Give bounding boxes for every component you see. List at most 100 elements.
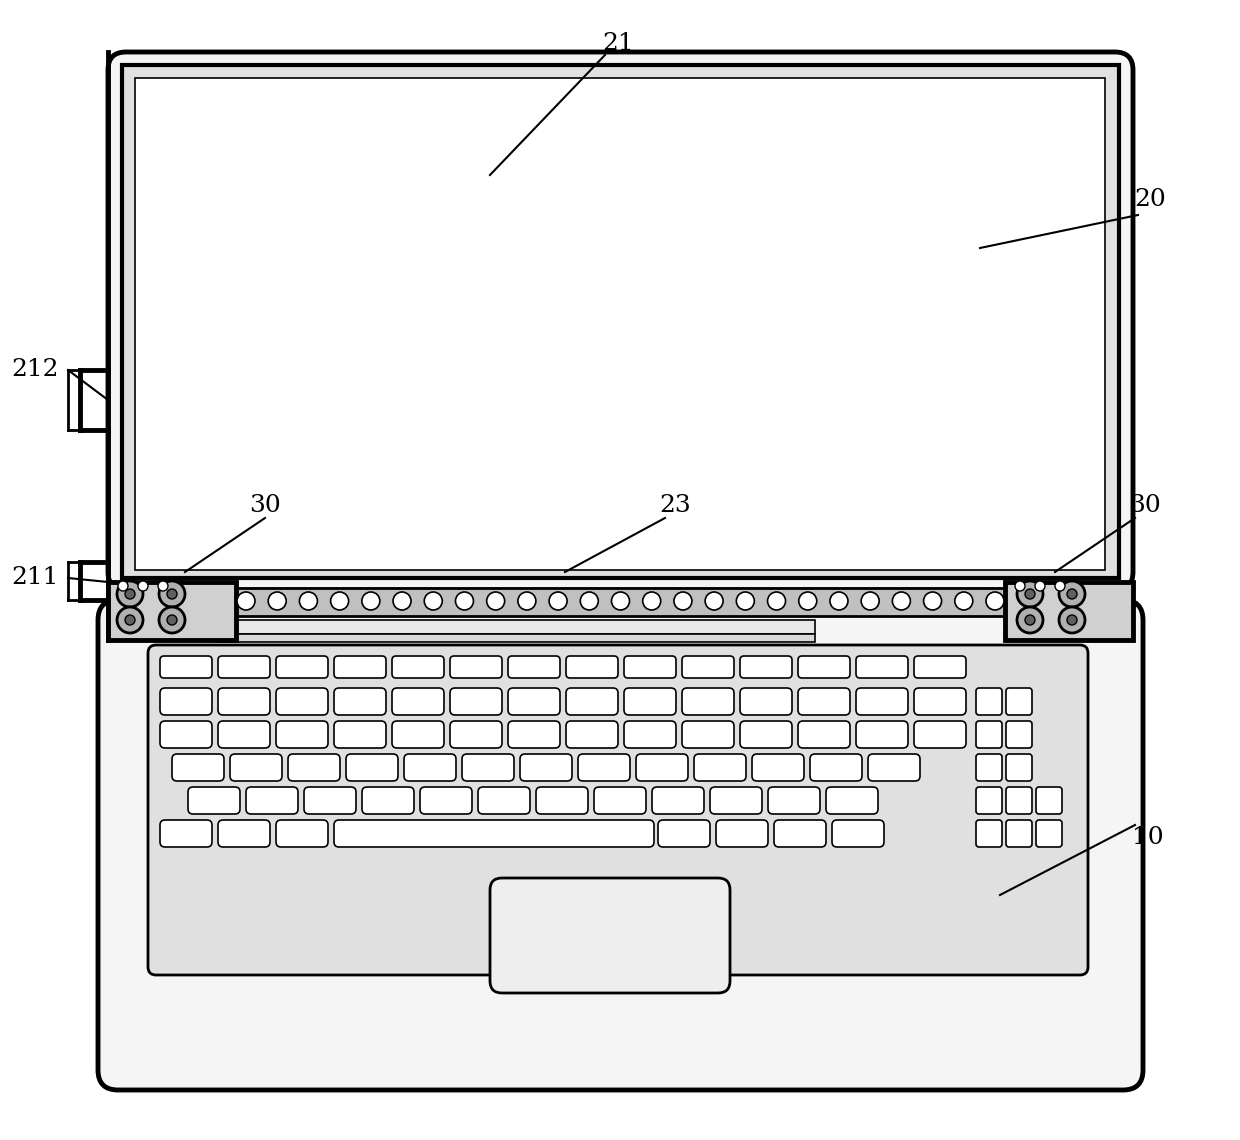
FancyBboxPatch shape — [715, 820, 768, 847]
FancyBboxPatch shape — [740, 689, 792, 715]
FancyBboxPatch shape — [404, 754, 456, 781]
FancyBboxPatch shape — [799, 689, 849, 715]
FancyBboxPatch shape — [682, 720, 734, 748]
Circle shape — [299, 592, 317, 610]
Circle shape — [580, 592, 598, 610]
FancyBboxPatch shape — [277, 820, 329, 847]
FancyBboxPatch shape — [976, 754, 1002, 781]
FancyBboxPatch shape — [624, 656, 676, 678]
FancyBboxPatch shape — [160, 656, 212, 678]
FancyBboxPatch shape — [160, 820, 212, 847]
FancyBboxPatch shape — [450, 689, 502, 715]
Circle shape — [159, 581, 185, 606]
FancyBboxPatch shape — [740, 656, 792, 678]
FancyBboxPatch shape — [1006, 689, 1032, 715]
Circle shape — [167, 614, 177, 625]
FancyBboxPatch shape — [392, 689, 444, 715]
FancyBboxPatch shape — [658, 820, 711, 847]
Circle shape — [673, 592, 692, 610]
Circle shape — [125, 614, 135, 625]
FancyBboxPatch shape — [218, 656, 270, 678]
Circle shape — [486, 592, 505, 610]
FancyBboxPatch shape — [392, 656, 444, 678]
Bar — [236, 588, 1004, 616]
FancyBboxPatch shape — [334, 689, 386, 715]
FancyBboxPatch shape — [229, 754, 281, 781]
FancyBboxPatch shape — [565, 656, 618, 678]
FancyBboxPatch shape — [304, 787, 356, 814]
FancyBboxPatch shape — [976, 787, 1002, 814]
FancyBboxPatch shape — [508, 720, 560, 748]
FancyBboxPatch shape — [594, 787, 646, 814]
FancyBboxPatch shape — [856, 689, 908, 715]
FancyBboxPatch shape — [334, 820, 653, 847]
Circle shape — [1025, 614, 1035, 625]
Circle shape — [1059, 581, 1085, 606]
FancyBboxPatch shape — [624, 689, 676, 715]
Text: 211: 211 — [11, 567, 58, 589]
FancyBboxPatch shape — [868, 754, 920, 781]
Bar — [122, 65, 1118, 578]
FancyBboxPatch shape — [565, 689, 618, 715]
Text: 212: 212 — [11, 358, 58, 382]
Circle shape — [424, 592, 443, 610]
Circle shape — [768, 592, 786, 610]
FancyBboxPatch shape — [682, 656, 734, 678]
FancyBboxPatch shape — [565, 720, 618, 748]
Circle shape — [861, 592, 879, 610]
FancyBboxPatch shape — [108, 52, 1133, 591]
Circle shape — [1066, 614, 1078, 625]
FancyBboxPatch shape — [826, 787, 878, 814]
FancyBboxPatch shape — [172, 754, 224, 781]
FancyBboxPatch shape — [346, 754, 398, 781]
FancyBboxPatch shape — [420, 787, 472, 814]
FancyBboxPatch shape — [520, 754, 572, 781]
FancyBboxPatch shape — [450, 656, 502, 678]
FancyBboxPatch shape — [914, 720, 966, 748]
Bar — [1004, 583, 1133, 640]
FancyBboxPatch shape — [218, 820, 270, 847]
Circle shape — [549, 592, 567, 610]
Circle shape — [167, 589, 177, 598]
FancyBboxPatch shape — [334, 720, 386, 748]
Text: 20: 20 — [1135, 188, 1166, 212]
FancyBboxPatch shape — [148, 645, 1087, 975]
FancyBboxPatch shape — [624, 720, 676, 748]
FancyBboxPatch shape — [218, 720, 270, 748]
Text: 30: 30 — [249, 494, 281, 516]
FancyBboxPatch shape — [694, 754, 746, 781]
FancyBboxPatch shape — [362, 787, 414, 814]
FancyBboxPatch shape — [508, 689, 560, 715]
Circle shape — [1017, 581, 1043, 606]
FancyBboxPatch shape — [1006, 720, 1032, 748]
FancyBboxPatch shape — [246, 787, 298, 814]
Circle shape — [268, 592, 286, 610]
Circle shape — [1035, 581, 1045, 591]
Circle shape — [455, 592, 474, 610]
FancyBboxPatch shape — [218, 689, 270, 715]
FancyBboxPatch shape — [856, 656, 908, 678]
FancyBboxPatch shape — [160, 720, 212, 748]
FancyBboxPatch shape — [1006, 754, 1032, 781]
FancyBboxPatch shape — [536, 787, 588, 814]
Circle shape — [924, 592, 941, 610]
Circle shape — [799, 592, 817, 610]
Bar — [215, 634, 815, 642]
FancyBboxPatch shape — [334, 656, 386, 678]
Text: 23: 23 — [660, 494, 691, 516]
Circle shape — [237, 592, 255, 610]
FancyBboxPatch shape — [774, 820, 826, 847]
FancyBboxPatch shape — [976, 820, 1002, 847]
FancyBboxPatch shape — [636, 754, 688, 781]
FancyBboxPatch shape — [976, 720, 1002, 748]
Bar — [215, 620, 815, 634]
Circle shape — [830, 592, 848, 610]
Circle shape — [642, 592, 661, 610]
Circle shape — [117, 581, 143, 606]
FancyBboxPatch shape — [652, 787, 704, 814]
FancyBboxPatch shape — [711, 787, 763, 814]
FancyBboxPatch shape — [856, 720, 908, 748]
Circle shape — [1055, 581, 1065, 591]
FancyBboxPatch shape — [508, 656, 560, 678]
FancyBboxPatch shape — [277, 720, 329, 748]
